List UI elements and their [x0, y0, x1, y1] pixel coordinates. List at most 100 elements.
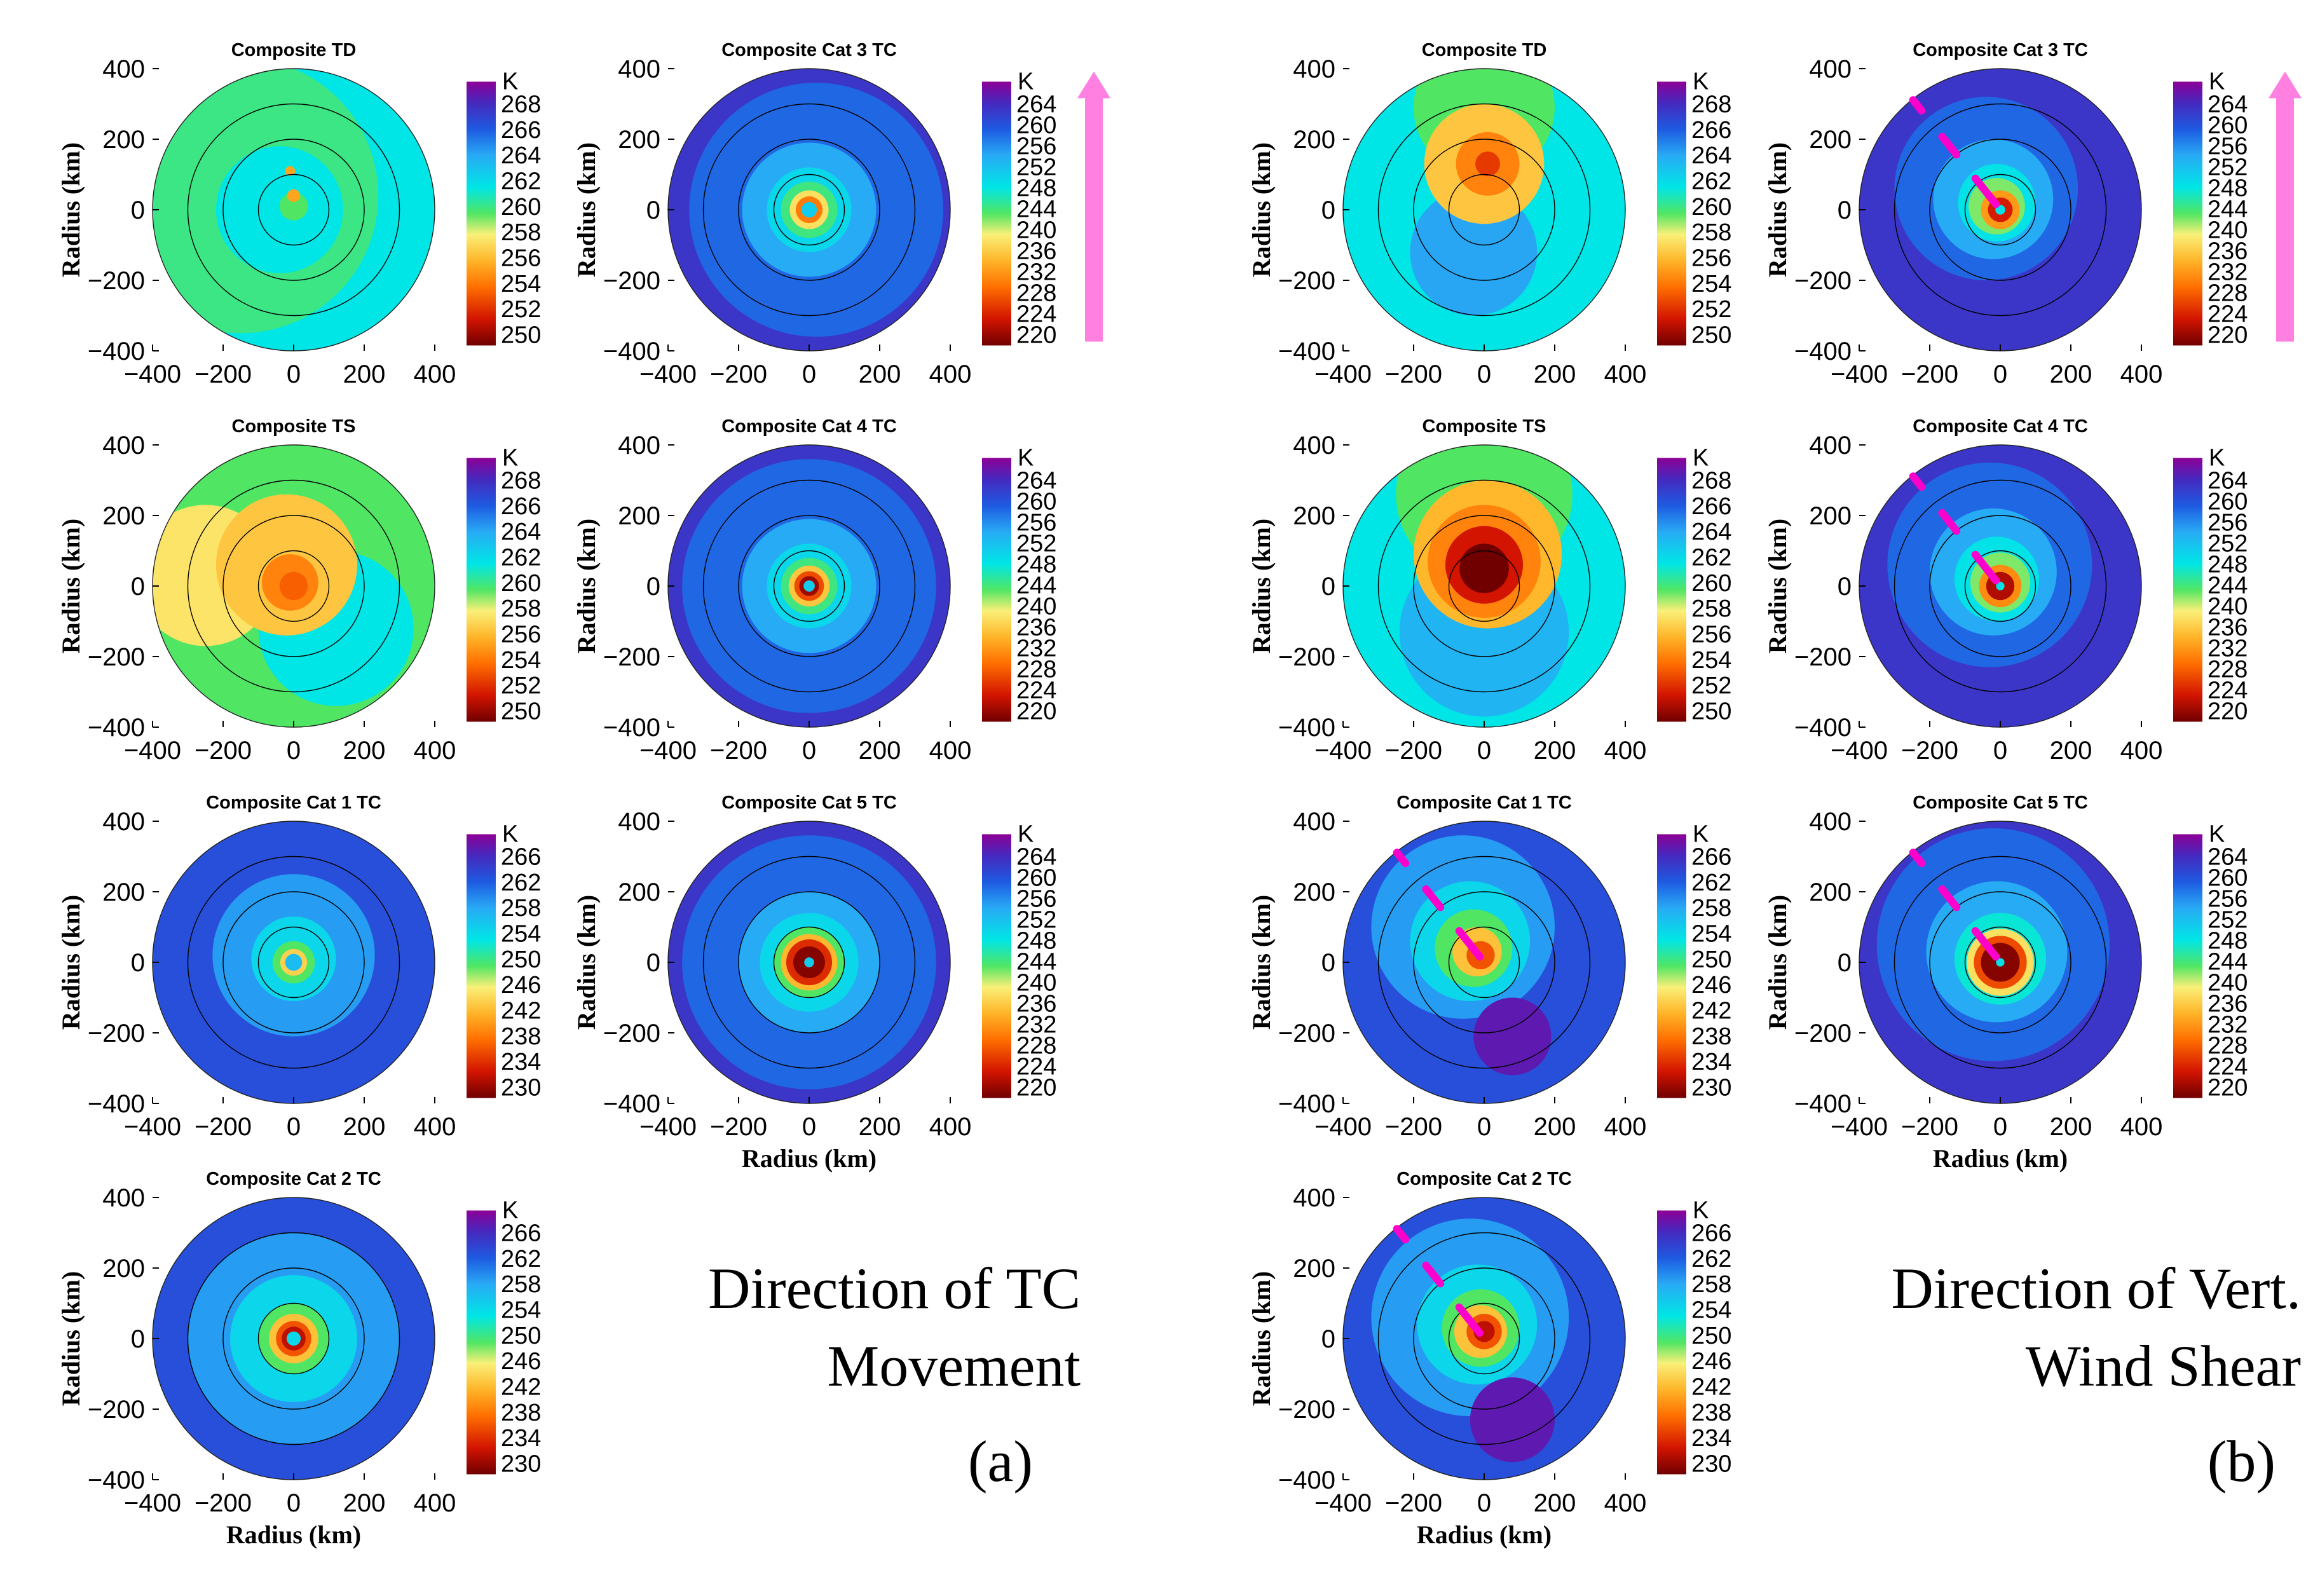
range-ring [222, 891, 365, 1033]
colorbar-gradient [1657, 458, 1686, 722]
colorbar-tick-label: 248 [2207, 928, 2248, 955]
colorbar-unit: K [1693, 1197, 1709, 1224]
temperature-field [153, 445, 435, 727]
y-tick-label: 0 [131, 196, 145, 224]
field-contour [801, 201, 817, 218]
colorbar-tick-label: 252 [1691, 296, 1731, 323]
colorbar-tick-label: 252 [2207, 154, 2248, 181]
range-ring [773, 550, 845, 622]
colorbar-tick-label: 240 [2207, 970, 2248, 997]
colorbar-tick-label: 260 [501, 570, 541, 597]
x-tick-label: 0 [1993, 1113, 2007, 1141]
x-tick-label: 0 [802, 1113, 816, 1141]
x-tick-label: 400 [929, 360, 972, 388]
colorbar-tick-label: 232 [2207, 636, 2248, 662]
colorbar-tick-label: 266 [501, 1220, 541, 1247]
y-tick-label: 400 [102, 55, 145, 83]
colorbar-tick-label: 242 [1691, 1374, 1731, 1401]
temperature-field [153, 1197, 435, 1480]
x-tick-label: 0 [1993, 737, 2007, 765]
panel-b-cat5: Composite Cat 5 TC −400 −200 0 200 400 −400 −20… [1763, 793, 2248, 1173]
colorbar-tick-label: 250 [501, 946, 541, 973]
colorbar-tick-label: 224 [2207, 678, 2248, 704]
range-ring [1413, 891, 1555, 1033]
colorbar-gradient [2173, 458, 2202, 722]
x-axis-label: Radius (km) [1417, 1520, 1552, 1549]
field-contour [1473, 997, 1552, 1075]
colorbar-unit: K [2209, 445, 2225, 472]
range-ring [738, 515, 880, 657]
colorbar-tick-label: 248 [2207, 552, 2248, 578]
colorbar-tick-label: 260 [1691, 194, 1731, 221]
shear-vector-mark [1909, 472, 1926, 491]
panel-title: Composite Cat 4 TC [721, 416, 897, 437]
colorbar-tick-label: 256 [501, 245, 541, 272]
colorbar-gradient [1657, 834, 1686, 1098]
colorbar-tick-label: 250 [501, 699, 541, 725]
range-ring [1894, 479, 2107, 693]
colorbar-tick-label: 258 [1691, 219, 1731, 246]
range-ring [1413, 139, 1555, 281]
y-tick-label: 0 [1838, 573, 1852, 601]
y-tick-label: −200 [1278, 1396, 1335, 1424]
colorbar-tick-label: 250 [1691, 699, 1731, 725]
y-axis-label: Radius (km) [57, 895, 85, 1030]
y-tick-label: −400 [1794, 338, 1852, 365]
y-tick-label: −400 [88, 338, 145, 365]
colorbar-tick-label: 228 [1016, 280, 1056, 307]
y-tick-label: −400 [1794, 714, 1852, 742]
range-ring [257, 1302, 330, 1375]
range-ring [738, 139, 880, 281]
x-tick-label: 200 [343, 737, 386, 765]
panel-label-b: (b) [2207, 1429, 2276, 1494]
colorbar-tick-label: 244 [2207, 196, 2248, 223]
shear-vector-mark [1971, 550, 2000, 585]
y-tick-label: −400 [1278, 1090, 1335, 1118]
x-tick-label: −200 [710, 360, 767, 388]
colorbar-tick-label: 256 [1016, 133, 1056, 160]
colorbar-tick-label: 266 [1691, 1220, 1731, 1247]
colorbar-tick-label: 248 [1016, 928, 1056, 955]
colorbar-tick-label: 242 [501, 998, 541, 1025]
y-tick-label: −200 [603, 267, 660, 295]
colorbar-tick-label: 224 [1016, 678, 1056, 704]
y-tick-label: 400 [618, 55, 660, 83]
x-tick-label: 400 [414, 737, 456, 765]
colorbar-tick-label: 258 [501, 1271, 541, 1298]
y-tick-label: 0 [646, 949, 660, 977]
shear-vector-mark [1909, 96, 1926, 115]
y-tick-label: −400 [1278, 1466, 1335, 1494]
panel-a-cat4: Composite Cat 4 TC −400 −200 0 200 400 −400 −20… [572, 416, 1056, 765]
range-ring [1448, 174, 1520, 246]
colorbar-tick-label: 236 [2207, 991, 2248, 1018]
x-tick-label: 200 [859, 360, 901, 388]
y-tick-label: 400 [1293, 432, 1335, 460]
colorbar-tick-label: 262 [1691, 870, 1731, 896]
range-ring [738, 891, 880, 1033]
y-axis-label: Radius (km) [572, 519, 601, 653]
range-ring [187, 479, 400, 693]
y-tick-label: −200 [88, 267, 145, 295]
y-tick-label: 0 [1838, 196, 1852, 224]
x-tick-label: 400 [414, 360, 456, 388]
colorbar-unit: K [1018, 69, 1034, 95]
colorbar-tick-label: 228 [2207, 280, 2248, 307]
range-ring [1413, 515, 1555, 657]
range-ring [222, 515, 365, 657]
y-axis-label: Radius (km) [572, 895, 601, 1030]
colorbar-tick-label: 260 [501, 194, 541, 221]
colorbar-unit: K [502, 445, 518, 472]
colorbar-tick-label: 268 [1691, 468, 1731, 494]
y-tick-label: 200 [102, 502, 145, 530]
x-tick-label: −200 [194, 737, 252, 765]
field-contour [1410, 188, 1538, 316]
x-tick-label: 0 [1477, 1489, 1491, 1517]
colorbar-tick-label: 220 [1016, 1075, 1056, 1102]
colorbar-tick-label: 232 [2207, 259, 2248, 286]
y-axis-label: Radius (km) [1247, 519, 1276, 653]
x-tick-label: 400 [1604, 1489, 1647, 1517]
y-tick-label: 200 [1809, 878, 1852, 906]
colorbar-tick-label: 256 [1691, 245, 1731, 272]
